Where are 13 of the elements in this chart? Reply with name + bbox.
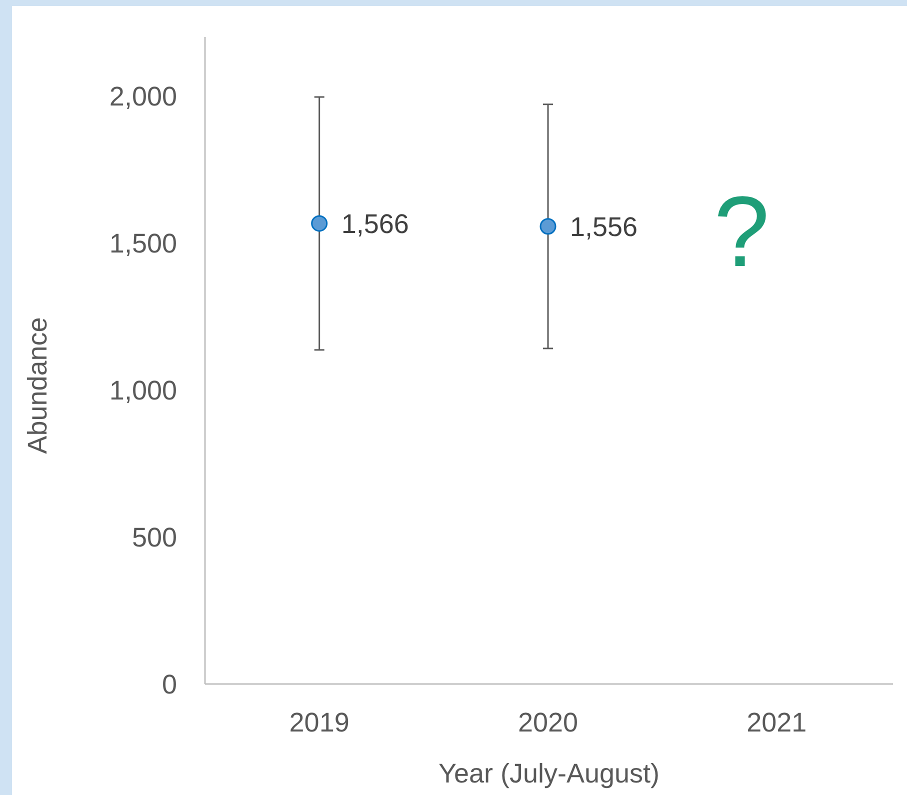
y-axis-title: Abundance bbox=[22, 317, 52, 454]
y-tick-label: 2,000 bbox=[109, 81, 177, 112]
x-axis-title: Year (July-August) bbox=[438, 758, 660, 788]
data-label: 1,556 bbox=[570, 212, 638, 242]
x-tick-label: 2019 bbox=[289, 707, 350, 738]
y-tick-label: 1,500 bbox=[109, 228, 177, 258]
x-tick-label: 2020 bbox=[518, 707, 578, 738]
y-tick-label: 500 bbox=[132, 522, 177, 552]
y-tick-label: 0 bbox=[162, 669, 177, 700]
x-tick-label: 2021 bbox=[746, 707, 807, 738]
y-tick-label: 1,000 bbox=[109, 375, 177, 406]
data-label: 1,566 bbox=[341, 208, 409, 239]
annotation: ? bbox=[714, 176, 770, 288]
